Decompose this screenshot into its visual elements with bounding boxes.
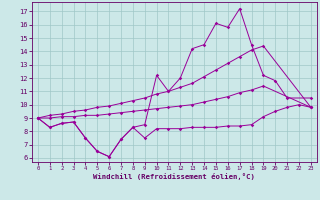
X-axis label: Windchill (Refroidissement éolien,°C): Windchill (Refroidissement éolien,°C) [93,173,255,180]
